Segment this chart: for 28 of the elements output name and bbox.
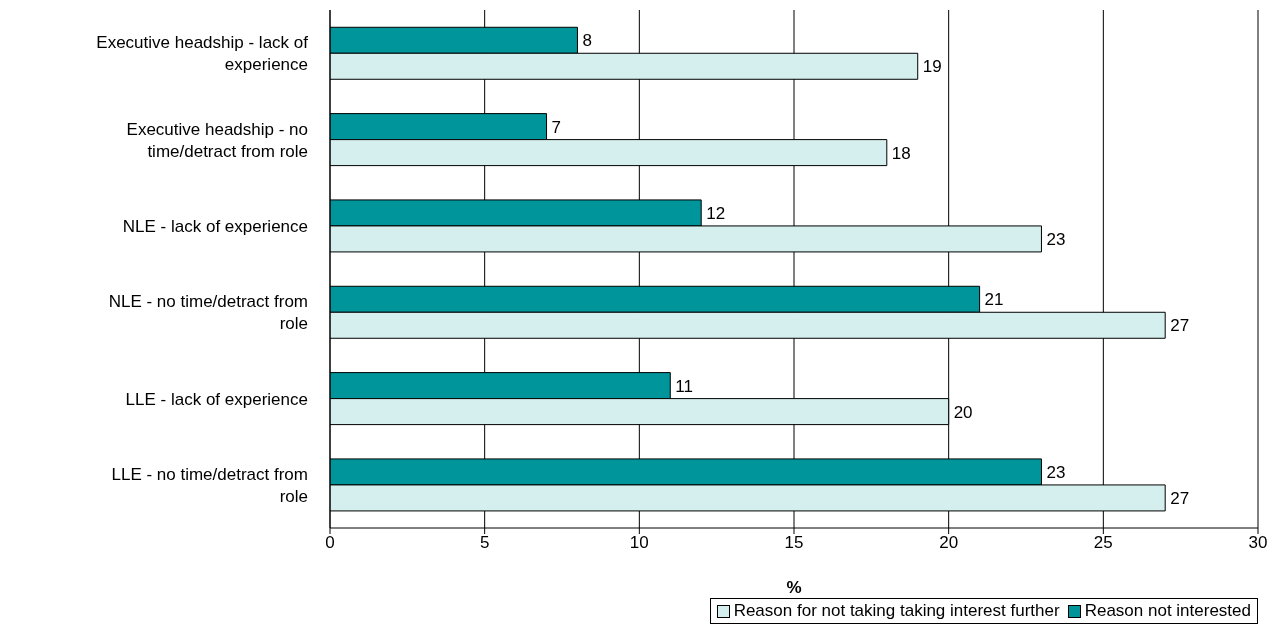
data-label: 11 bbox=[675, 376, 693, 396]
y-tick-label: NLE - lack of experience bbox=[122, 216, 308, 236]
x-tick-label: 30 bbox=[1248, 533, 1268, 553]
data-label: 27 bbox=[1170, 316, 1190, 336]
data-label: 19 bbox=[922, 57, 942, 77]
data-label: 12 bbox=[706, 203, 726, 223]
x-tick-label: 25 bbox=[1093, 533, 1113, 553]
data-label: 20 bbox=[953, 402, 973, 422]
y-tick-label: LLE - no time/detract from role bbox=[111, 464, 308, 506]
data-label: 23 bbox=[1046, 229, 1066, 249]
y-tick-label: LLE - lack of experience bbox=[125, 389, 308, 408]
x-axis-title: % bbox=[786, 578, 802, 597]
legend-label: Reason for not taking taking interest further bbox=[732, 601, 1060, 621]
x-tick-label: 5 bbox=[479, 533, 490, 553]
data-label: 23 bbox=[1046, 462, 1066, 482]
y-tick-label: Executive headship - lack of experience bbox=[96, 32, 309, 74]
data-label: 18 bbox=[891, 143, 911, 163]
x-tick-label: 15 bbox=[784, 533, 804, 553]
x-tick-label: 20 bbox=[939, 533, 959, 553]
y-tick-label: NLE - no time/detract from role bbox=[108, 291, 308, 333]
data-label: 7 bbox=[551, 117, 561, 137]
legend-label: Reason not interested bbox=[1083, 601, 1251, 621]
data-label: 21 bbox=[984, 290, 1004, 310]
x-tick-label: 10 bbox=[629, 533, 649, 553]
x-tick-label: 0 bbox=[325, 533, 335, 553]
data-label: 8 bbox=[582, 31, 592, 51]
y-tick-label: Executive headship - no time/detract from role bbox=[126, 119, 308, 160]
data-label: 27 bbox=[1170, 488, 1190, 508]
